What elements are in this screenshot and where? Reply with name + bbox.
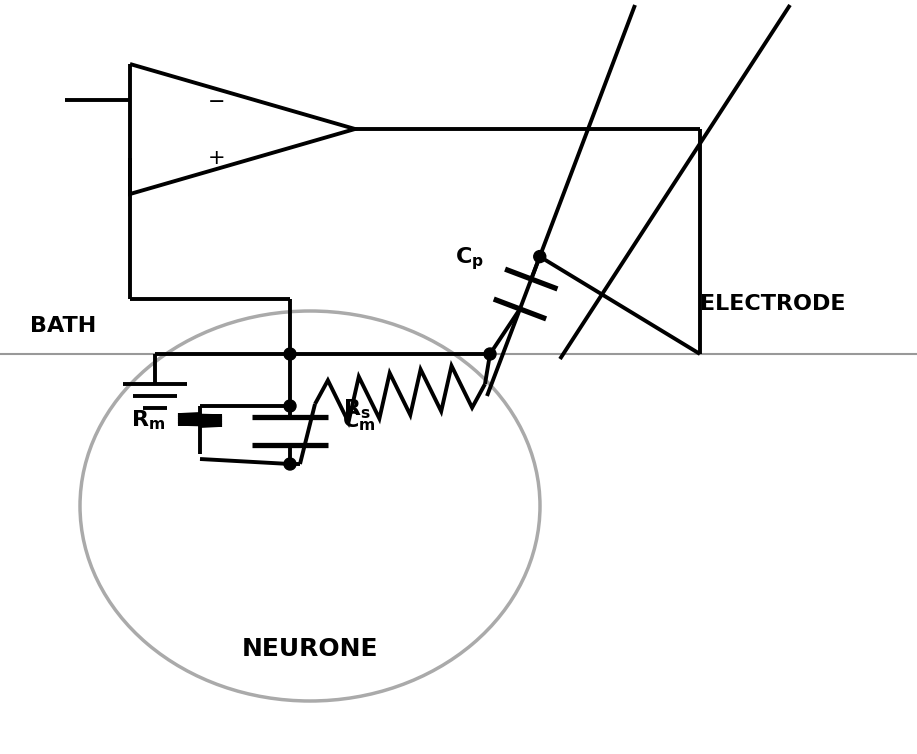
Text: $-$: $-$ (207, 90, 224, 110)
Circle shape (534, 250, 546, 262)
Circle shape (484, 348, 496, 360)
Circle shape (284, 458, 296, 470)
Text: $\mathbf{R_s}$: $\mathbf{R_s}$ (343, 397, 370, 421)
Text: $\mathbf{C_m}$: $\mathbf{C_m}$ (342, 409, 376, 433)
Text: $\mathbf{C_p}$: $\mathbf{C_p}$ (455, 246, 484, 272)
Text: $\mathbf{R_m}$: $\mathbf{R_m}$ (131, 408, 165, 432)
Text: ELECTRODE: ELECTRODE (700, 294, 845, 314)
Circle shape (284, 348, 296, 360)
Text: BATH: BATH (30, 316, 96, 336)
Text: NEURONE: NEURONE (242, 637, 378, 661)
Text: $+$: $+$ (207, 148, 224, 167)
Circle shape (284, 400, 296, 412)
